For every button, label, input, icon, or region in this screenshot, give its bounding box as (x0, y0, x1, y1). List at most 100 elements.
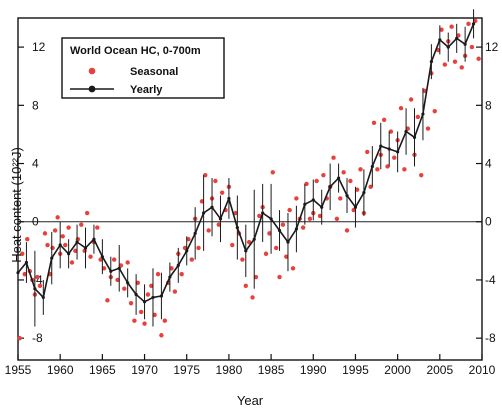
x-tick-label: 1970 (131, 363, 158, 377)
y-tick-label-right: 12 (485, 40, 499, 54)
seasonal-point (189, 257, 194, 262)
seasonal-point (415, 114, 421, 120)
seasonal-point (300, 225, 306, 230)
x-tick-label: 2005 (426, 363, 453, 377)
seasonal-point (60, 234, 65, 239)
legend-seasonal-label: Seasonal (130, 66, 178, 78)
seasonal-point (466, 21, 471, 27)
seasonal-point (88, 254, 93, 259)
y-tick-label-right: 0 (485, 215, 492, 229)
seasonal-point (385, 164, 390, 169)
yearly-point (353, 205, 358, 209)
y-tick-label-left: 8 (32, 98, 39, 112)
seasonal-point (240, 257, 245, 262)
yearly-point (303, 202, 307, 206)
seasonal-point (365, 149, 370, 155)
x-tick-label: 1955 (5, 363, 32, 377)
seasonal-point (73, 248, 78, 254)
seasonal-point (375, 167, 380, 172)
seasonal-point (219, 190, 225, 195)
seasonal-point (69, 260, 75, 265)
y-axis-title: Heat content (10²²J) (9, 147, 24, 263)
seasonal-point (37, 283, 43, 288)
seasonal-point (307, 216, 313, 222)
seasonal-point (439, 27, 444, 32)
seasonal-point (253, 274, 259, 280)
yearly-point (387, 147, 391, 151)
seasonal-point (155, 271, 161, 277)
seasonal-point (284, 254, 289, 259)
yearly-point (50, 256, 54, 260)
seasonal-point (273, 245, 279, 251)
y-tick-label-right: -4 (485, 273, 496, 287)
seasonal-point (159, 333, 164, 338)
yearly-point (396, 150, 400, 154)
yearly-point (421, 112, 425, 116)
x-tick-label: 1975 (173, 363, 200, 377)
seasonal-point (84, 210, 90, 216)
yearly-point (345, 193, 349, 198)
seasonal-point (432, 108, 437, 114)
legend-title: World Ocean HC, 0-700m (70, 45, 201, 57)
seasonal-point (63, 242, 68, 248)
seasonal-point (186, 237, 191, 242)
seasonal-point (122, 286, 127, 291)
seasonal-point (419, 172, 424, 178)
yearly-point (109, 269, 113, 273)
seasonal-point (118, 263, 124, 268)
yearly-point (67, 252, 71, 256)
y-axis-right: -8 -4 0 4 8 12 (476, 40, 499, 345)
yearly-point (379, 144, 383, 148)
seasonal-point (459, 65, 464, 70)
seasonal-point (213, 178, 218, 184)
yearly-point (370, 164, 374, 169)
x-tick-label: 2010 (469, 363, 496, 377)
seasonal-point (425, 126, 431, 131)
yearly-point (269, 217, 273, 221)
yearly-point (286, 240, 290, 244)
seasonal-point (132, 318, 137, 323)
seasonal-point (405, 126, 410, 131)
yearly-point (126, 281, 130, 285)
yearly-point (142, 300, 147, 304)
seasonal-point (115, 277, 120, 283)
seasonal-point (162, 318, 167, 323)
yearly-point (168, 275, 172, 279)
seasonal-point (66, 225, 71, 230)
yearly-point (455, 36, 459, 40)
seasonal-point (111, 257, 117, 262)
yearly-point (429, 60, 433, 64)
y-tick-label-right: -8 (485, 331, 496, 345)
yearly-point (33, 287, 37, 291)
seasonal-point (408, 97, 414, 102)
seasonal-point (246, 239, 252, 245)
y-tick-label-right: 8 (485, 98, 492, 112)
seasonal-point (149, 283, 154, 288)
yearly-point (159, 294, 164, 298)
yearly-point (210, 205, 214, 209)
legend: World Ocean HC, 0-700m Seasonal Yearly (61, 37, 225, 99)
seasonal-point (341, 170, 346, 175)
seasonal-point (179, 271, 184, 277)
seasonal-point (203, 172, 208, 178)
seasonal-point (473, 18, 478, 24)
yearly-point (41, 295, 45, 300)
seasonal-point (456, 33, 461, 38)
seasonal-point (354, 187, 360, 192)
yearly-point (471, 22, 476, 26)
seasonal-point (50, 245, 55, 251)
seasonal-point (351, 207, 356, 213)
seasonal-point (243, 283, 248, 288)
x-tick-label: 1980 (216, 363, 243, 377)
yearly-point (193, 231, 197, 235)
yearly-point (100, 255, 104, 259)
seasonal-point (371, 120, 377, 125)
yearly-point (185, 249, 189, 253)
seasonal-point (267, 231, 272, 236)
yearly-point (24, 260, 29, 265)
yearly-point (117, 266, 121, 270)
plot-frame (17, 17, 483, 361)
yearly-point (202, 211, 206, 215)
legend-yearly-label: Yearly (130, 84, 163, 96)
